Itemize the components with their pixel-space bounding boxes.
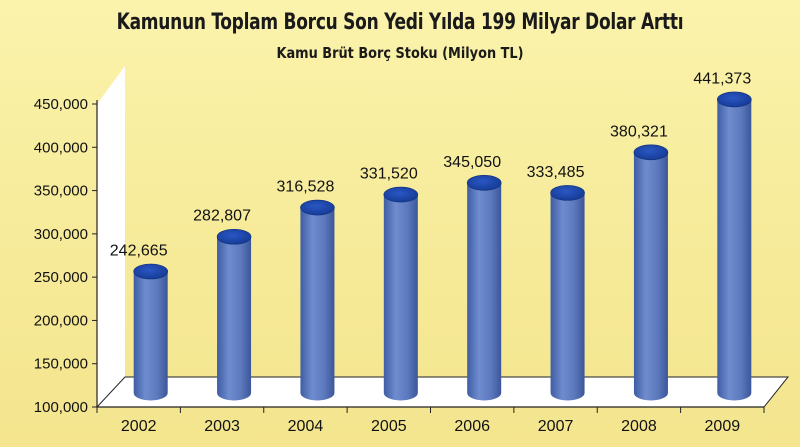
data-label: 380,321	[610, 123, 668, 140]
bar-top	[133, 263, 168, 280]
bar-top	[466, 175, 502, 191]
bar-top	[550, 185, 585, 201]
chart-title: Kamunun Toplam Borcu Son Yedi Yılda 199 …	[116, 10, 684, 35]
x-tick-label: 2008	[621, 418, 657, 435]
bar-top	[300, 199, 335, 216]
y-tick-label: 400,000	[34, 139, 88, 156]
x-tick-label: 2003	[204, 418, 240, 435]
y-tick-label: 150,000	[34, 356, 88, 373]
bar-2008	[633, 144, 669, 401]
data-label: 242,665	[110, 242, 168, 259]
y-tick-label: 300,000	[34, 226, 88, 243]
bar-body	[633, 152, 668, 401]
bar-top	[383, 186, 419, 203]
bar-body	[217, 236, 252, 401]
bar-2007	[550, 185, 585, 401]
y-tick-label: 450,000	[34, 96, 88, 113]
data-label: 441,373	[693, 70, 751, 87]
data-label: 345,050	[443, 154, 501, 171]
chart-subtitle: Kamu Brüt Borç Stoku (Milyon TL)	[276, 44, 524, 62]
x-tick-label: 2002	[121, 418, 157, 435]
y-tick-label: 350,000	[34, 183, 88, 200]
x-tick-label: 2009	[705, 418, 741, 435]
y-tick-label: 250,000	[34, 269, 88, 286]
data-label: 316,528	[277, 179, 335, 196]
data-label: 282,807	[193, 208, 251, 225]
bar-body	[300, 207, 335, 401]
bar-2009	[717, 91, 752, 401]
y-tick-label: 100,000	[34, 399, 88, 416]
bar-2003	[216, 228, 252, 401]
bar-top	[216, 228, 252, 245]
bar-2004	[300, 199, 335, 401]
x-tick-label: 2005	[371, 418, 407, 435]
bar-top	[717, 91, 752, 108]
y-tick-label: 200,000	[34, 312, 88, 329]
x-tick-label: 2006	[454, 418, 490, 435]
floor	[95, 376, 790, 408]
bar-body	[467, 182, 502, 401]
bar-body	[717, 99, 752, 401]
data-label: 331,520	[360, 166, 418, 183]
bar-2002	[133, 263, 168, 401]
bar-body	[550, 192, 585, 401]
x-tick-label: 2007	[538, 418, 574, 435]
bar-2005	[383, 186, 419, 401]
data-label: 333,485	[527, 164, 585, 181]
x-tick-label: 2004	[288, 418, 324, 435]
bar-top	[633, 144, 669, 161]
side-wall	[97, 66, 125, 407]
bar-body	[133, 271, 168, 401]
bar-body	[383, 194, 418, 401]
bar-2006	[466, 175, 502, 401]
